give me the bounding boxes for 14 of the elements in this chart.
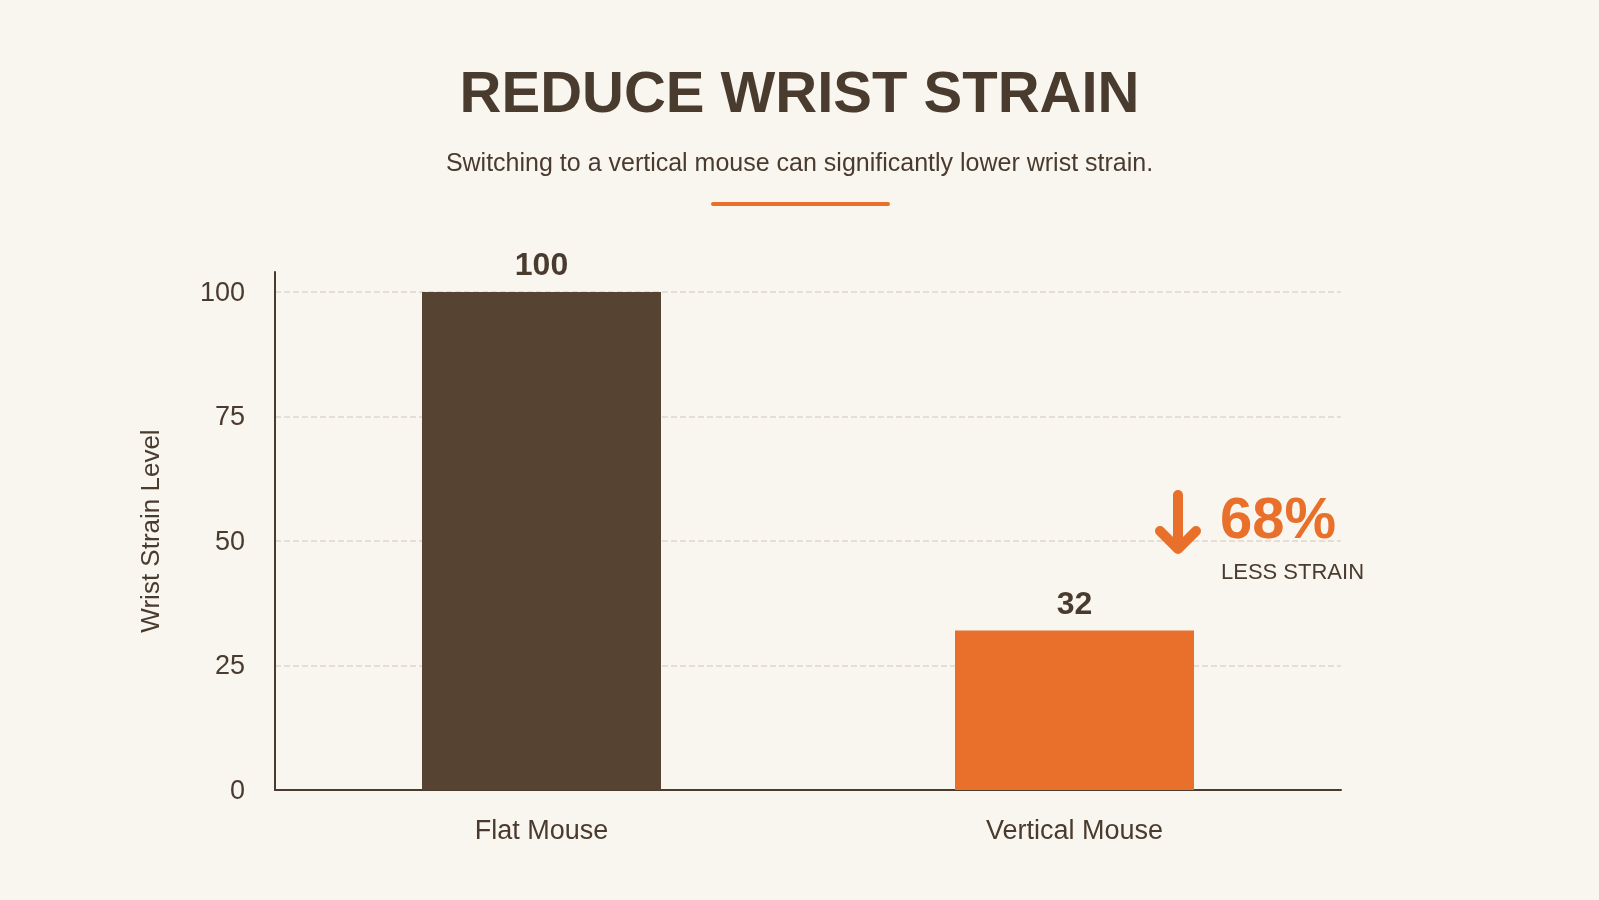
y-axis-title: Wrist Strain Level [135,429,165,633]
y-tick-label: 75 [214,401,245,432]
x-tick-label: Flat Mouse [474,814,609,845]
data-label: 32 [1056,584,1093,621]
annotation: 68% [1220,484,1337,550]
y-tick-label: 50 [214,525,245,556]
chart-subtitle: Switching to a vertical mouse can significantly lower wrist strain. [445,148,1154,176]
data-label: 100 [514,245,569,282]
annotation: LESS STRAIN [1221,558,1365,584]
y-tick-label: 25 [214,650,245,681]
y-tick-label: 100 [199,276,245,307]
x-tick-label: Vertical Mouse [985,814,1164,845]
chart-title: REDUCE WRIST STRAIN [459,58,1140,124]
y-tick-label: 0 [229,775,245,805]
